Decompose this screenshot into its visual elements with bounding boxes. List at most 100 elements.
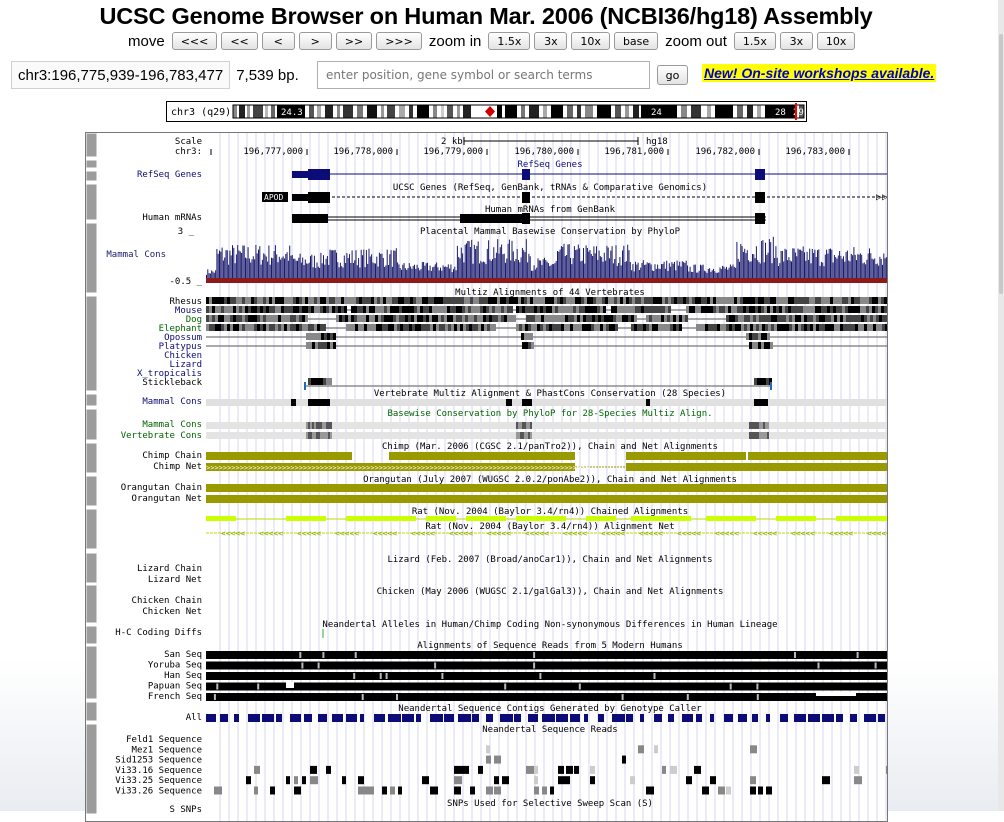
multiz-species-x_tropicalis[interactable]: X_tropicalis — [137, 369, 202, 379]
multiz-block — [404, 297, 407, 304]
multiz-block — [774, 315, 777, 322]
multiz-block — [771, 324, 774, 331]
multiz-block — [615, 324, 618, 331]
hc-coding-label[interactable]: H-C Coding Diffs — [115, 628, 202, 638]
orangutan-net-label[interactable]: Orangutan Net — [132, 494, 202, 504]
read-sample-label[interactable]: Sid1253 Sequence — [115, 756, 202, 766]
multiz-species-chicken[interactable]: Chicken — [164, 351, 202, 361]
neandertal-read — [294, 786, 301, 795]
vert-mammal-cons-label[interactable]: Mammal Cons — [142, 397, 202, 407]
read-sample-label[interactable]: Feld1 Sequence — [126, 735, 202, 745]
track-side-buttons[interactable] — [86, 133, 98, 815]
snps-label[interactable]: S SNPs — [169, 805, 202, 815]
mrna-label[interactable]: Human mRNAs — [142, 213, 202, 223]
modern-human-label[interactable]: French Seq — [148, 692, 202, 702]
phylop28-mammal-label[interactable]: Mammal Cons — [142, 420, 202, 430]
zoom-base-button[interactable]: base — [613, 32, 659, 50]
multiz-block — [786, 324, 789, 331]
read-sample-label[interactable]: Mez1 Sequence — [132, 745, 202, 755]
multiz-block — [318, 342, 321, 349]
phylop-bar — [731, 266, 733, 278]
zoom-in-1-5x-button[interactable]: 1.5x — [488, 32, 531, 50]
phylop-bar — [841, 258, 843, 278]
multiz-block — [719, 297, 722, 304]
multiz-species-opossum[interactable]: Opossum — [164, 333, 202, 343]
multiz-species-lizard[interactable]: Lizard — [169, 360, 202, 370]
multiz-block — [369, 306, 372, 313]
multiz-block — [257, 324, 260, 331]
move-right-button[interactable]: >> — [335, 32, 373, 50]
read-sample-label[interactable]: Vi33.16 Sequence — [115, 766, 202, 776]
modern-human-label[interactable]: Han Seq — [164, 671, 202, 681]
search-input[interactable]: enter position, gene symbol or search te… — [317, 61, 650, 89]
multiz-block — [368, 297, 371, 304]
move-slight-right-button[interactable]: > — [298, 32, 332, 50]
refseq-label[interactable]: RefSeq Genes — [137, 170, 202, 180]
phylop-bar — [421, 262, 423, 278]
multiz-block — [423, 306, 426, 313]
phylop-bar — [858, 254, 860, 278]
multiz-species-elephant[interactable]: Elephant — [159, 324, 202, 334]
multiz-block — [582, 306, 585, 313]
phylop-label[interactable]: Mammal Cons — [106, 250, 166, 260]
multiz-block — [591, 324, 594, 331]
move-far-right-button[interactable]: >>> — [376, 32, 422, 50]
multiz-block — [734, 297, 737, 304]
multiz-block — [550, 315, 553, 322]
orangutan-chain-label[interactable]: Orangutan Chain — [121, 483, 202, 493]
chicken-net-label[interactable]: Chicken Net — [142, 607, 202, 617]
chromosome-ideogram[interactable]: chr3 (q29) 24.3 24 28 29 — [166, 101, 807, 122]
multiz-species-stickleback[interactable]: Stickleback — [142, 378, 202, 388]
phylop-bar — [485, 264, 487, 278]
phylop-bar — [417, 267, 419, 278]
lizard-net-label[interactable]: Lizard Net — [148, 575, 202, 585]
move-left-button[interactable]: << — [221, 32, 258, 50]
multiz-block — [644, 297, 647, 304]
zoom-in-3x-button[interactable]: 3x — [534, 32, 568, 50]
zoom-out-10x-button[interactable]: 10x — [816, 32, 856, 50]
multiz-block — [534, 324, 537, 331]
chimp-chain-label[interactable]: Chimp Chain — [142, 451, 202, 461]
phylop-bar — [499, 247, 501, 278]
multiz-block — [358, 324, 361, 331]
multiz-species-platypus[interactable]: Platypus — [159, 342, 202, 352]
phylop-bar — [551, 264, 553, 278]
phylop-bar — [393, 250, 395, 278]
multiz-block — [447, 315, 450, 322]
zoom-out-1-5x-button[interactable]: 1.5x — [733, 32, 776, 50]
phylop28-vertebrate-label[interactable]: Vertebrate Cons — [121, 431, 202, 441]
read-sample-label[interactable]: Vi33.25 Sequence — [115, 776, 202, 786]
move-slight-left-button[interactable]: < — [261, 32, 295, 50]
modern-human-label[interactable]: Papuan Seq — [148, 682, 202, 692]
multiz-species-rhesus[interactable]: Rhesus — [169, 297, 202, 307]
zoom-in-10x-button[interactable]: 10x — [571, 32, 610, 50]
phylop-bar — [596, 246, 597, 278]
modern-human-label[interactable]: San Seq — [164, 650, 202, 660]
read-sample-label[interactable]: Vi33.26 Sequence — [115, 787, 202, 797]
chimp-net-label[interactable]: Chimp Net — [153, 462, 202, 472]
modern-human-label[interactable]: Yoruba Seq — [148, 661, 202, 671]
phylop-bar — [460, 247, 462, 278]
lizard-chain-label[interactable]: Lizard Chain — [137, 564, 202, 574]
multiz-block — [451, 324, 454, 331]
multiz-block — [455, 297, 458, 304]
multiz-species-mouse[interactable]: Mouse — [175, 306, 202, 316]
phylop-bar — [310, 256, 311, 278]
gene-name-apod[interactable]: APOD — [264, 193, 283, 202]
track-display[interactable]: Scale chr3: 2 kb hg18 196,777,000 196,778… — [85, 132, 888, 822]
multiz-species-dog[interactable]: Dog — [186, 315, 202, 325]
chicken-chain-label[interactable]: Chicken Chain — [132, 596, 202, 606]
move-far-left-button[interactable]: <<< — [171, 32, 218, 50]
page-scrollbar[interactable] — [998, 0, 1004, 811]
chimp-chain-blocks — [206, 452, 887, 460]
multiz-block — [254, 306, 257, 313]
multiz-block — [248, 306, 251, 313]
zoom-out-3x-button[interactable]: 3x — [779, 32, 813, 50]
go-button[interactable]: go — [657, 65, 688, 85]
workshops-link[interactable]: New! On-site workshops available. — [702, 64, 937, 82]
neandertal-read — [454, 765, 462, 774]
multiz-species-labels[interactable]: RhesusMouseDogElephantOpossumPlatypusChi… — [137, 297, 203, 388]
contigs-label[interactable]: All — [186, 713, 202, 723]
